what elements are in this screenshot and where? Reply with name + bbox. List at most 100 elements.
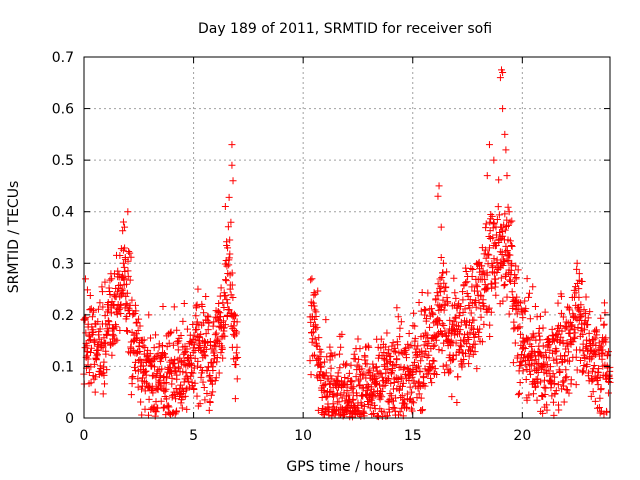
data-point xyxy=(109,330,117,338)
data-point xyxy=(558,327,566,335)
data-point xyxy=(133,318,141,326)
data-point xyxy=(137,385,145,393)
data-point xyxy=(448,393,456,401)
data-point xyxy=(179,368,187,376)
data-point xyxy=(499,105,507,113)
data-point xyxy=(537,378,545,386)
data-point xyxy=(311,290,319,298)
data-point xyxy=(522,375,530,383)
data-point xyxy=(467,309,475,317)
data-point xyxy=(150,403,158,411)
data-point xyxy=(561,352,569,360)
data-point xyxy=(140,336,148,344)
data-point xyxy=(160,350,168,358)
data-point xyxy=(535,324,543,332)
data-point xyxy=(101,278,109,286)
data-point xyxy=(480,320,488,328)
data-point xyxy=(408,407,416,415)
data-point xyxy=(365,343,373,351)
data-point xyxy=(576,357,584,365)
data-point xyxy=(441,327,449,335)
data-point xyxy=(516,379,524,387)
data-point xyxy=(312,339,320,347)
data-point xyxy=(390,379,398,387)
data-point xyxy=(537,350,545,358)
data-point xyxy=(94,318,102,326)
data-point xyxy=(410,358,418,366)
data-point xyxy=(312,308,320,316)
x-axis-label: GPS time / hours xyxy=(286,459,403,475)
data-point xyxy=(495,176,503,184)
y-tick-label: 0.3 xyxy=(52,256,74,272)
data-point xyxy=(532,356,540,364)
data-point xyxy=(495,211,503,219)
data-point xyxy=(228,141,236,149)
data-point xyxy=(310,289,318,297)
data-point xyxy=(591,334,599,342)
data-point xyxy=(108,298,116,306)
data-point xyxy=(485,244,493,252)
data-point xyxy=(193,318,201,326)
data-point xyxy=(219,317,227,325)
data-point xyxy=(536,336,544,344)
data-point xyxy=(157,397,165,405)
data-point xyxy=(595,403,603,411)
data-point xyxy=(87,344,95,352)
data-point xyxy=(412,351,420,359)
data-point xyxy=(94,305,102,313)
data-point xyxy=(159,341,167,349)
data-point xyxy=(130,363,138,371)
data-point xyxy=(85,368,93,376)
data-point xyxy=(540,383,548,391)
data-point xyxy=(121,223,129,231)
data-point xyxy=(163,373,171,381)
data-point xyxy=(436,275,444,283)
data-point xyxy=(113,310,121,318)
data-point xyxy=(366,404,374,412)
data-point xyxy=(493,269,501,277)
data-point xyxy=(559,337,567,345)
data-point xyxy=(452,313,460,321)
data-point xyxy=(180,378,188,386)
data-point xyxy=(331,351,339,359)
data-point xyxy=(212,343,220,351)
data-point xyxy=(192,302,200,310)
data-point xyxy=(322,393,330,401)
data-point xyxy=(471,348,479,356)
data-point xyxy=(311,306,319,314)
data-point xyxy=(311,351,319,359)
data-point xyxy=(169,360,177,368)
data-point xyxy=(343,387,351,395)
data-point xyxy=(402,354,410,362)
data-point xyxy=(187,368,195,376)
data-point xyxy=(83,286,91,294)
data-point xyxy=(438,274,446,282)
data-point xyxy=(309,352,317,360)
data-point xyxy=(172,395,180,403)
data-point xyxy=(194,285,202,293)
data-point xyxy=(456,330,464,338)
data-point xyxy=(358,371,366,379)
data-point xyxy=(503,246,511,254)
data-point xyxy=(368,410,376,418)
data-point xyxy=(508,242,516,250)
data-point xyxy=(224,244,232,252)
data-point xyxy=(363,381,371,389)
data-point xyxy=(466,304,474,312)
data-point xyxy=(459,288,467,296)
data-point xyxy=(139,382,147,390)
y-tick-label: 0.5 xyxy=(52,153,74,169)
data-point xyxy=(227,218,235,226)
data-point xyxy=(417,357,425,365)
data-point xyxy=(219,354,227,362)
data-point xyxy=(105,327,113,335)
data-point xyxy=(420,341,428,349)
data-point xyxy=(429,342,437,350)
data-point xyxy=(476,325,484,333)
data-point xyxy=(426,323,434,331)
data-point xyxy=(454,373,462,381)
data-point xyxy=(434,192,442,200)
data-point xyxy=(184,377,192,385)
data-point xyxy=(376,369,384,377)
